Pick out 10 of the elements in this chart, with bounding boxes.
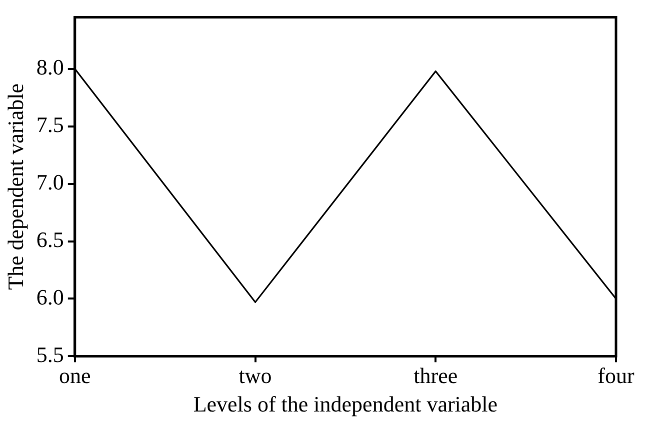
y-tick-label: 8.0	[36, 54, 64, 80]
x-tick-label: three	[414, 363, 458, 388]
x-axis-title: Levels of the independent variable	[193, 392, 498, 417]
y-tick-label: 7.5	[36, 112, 64, 138]
x-tick-label: four	[598, 363, 635, 388]
y-tick-label: 7.0	[36, 170, 64, 195]
y-tick-label: 6.5	[36, 227, 64, 252]
x-tick-label: two	[238, 363, 272, 388]
y-tick-label: 6.0	[36, 284, 64, 310]
y-axis-title: The dependent variable	[2, 83, 28, 290]
